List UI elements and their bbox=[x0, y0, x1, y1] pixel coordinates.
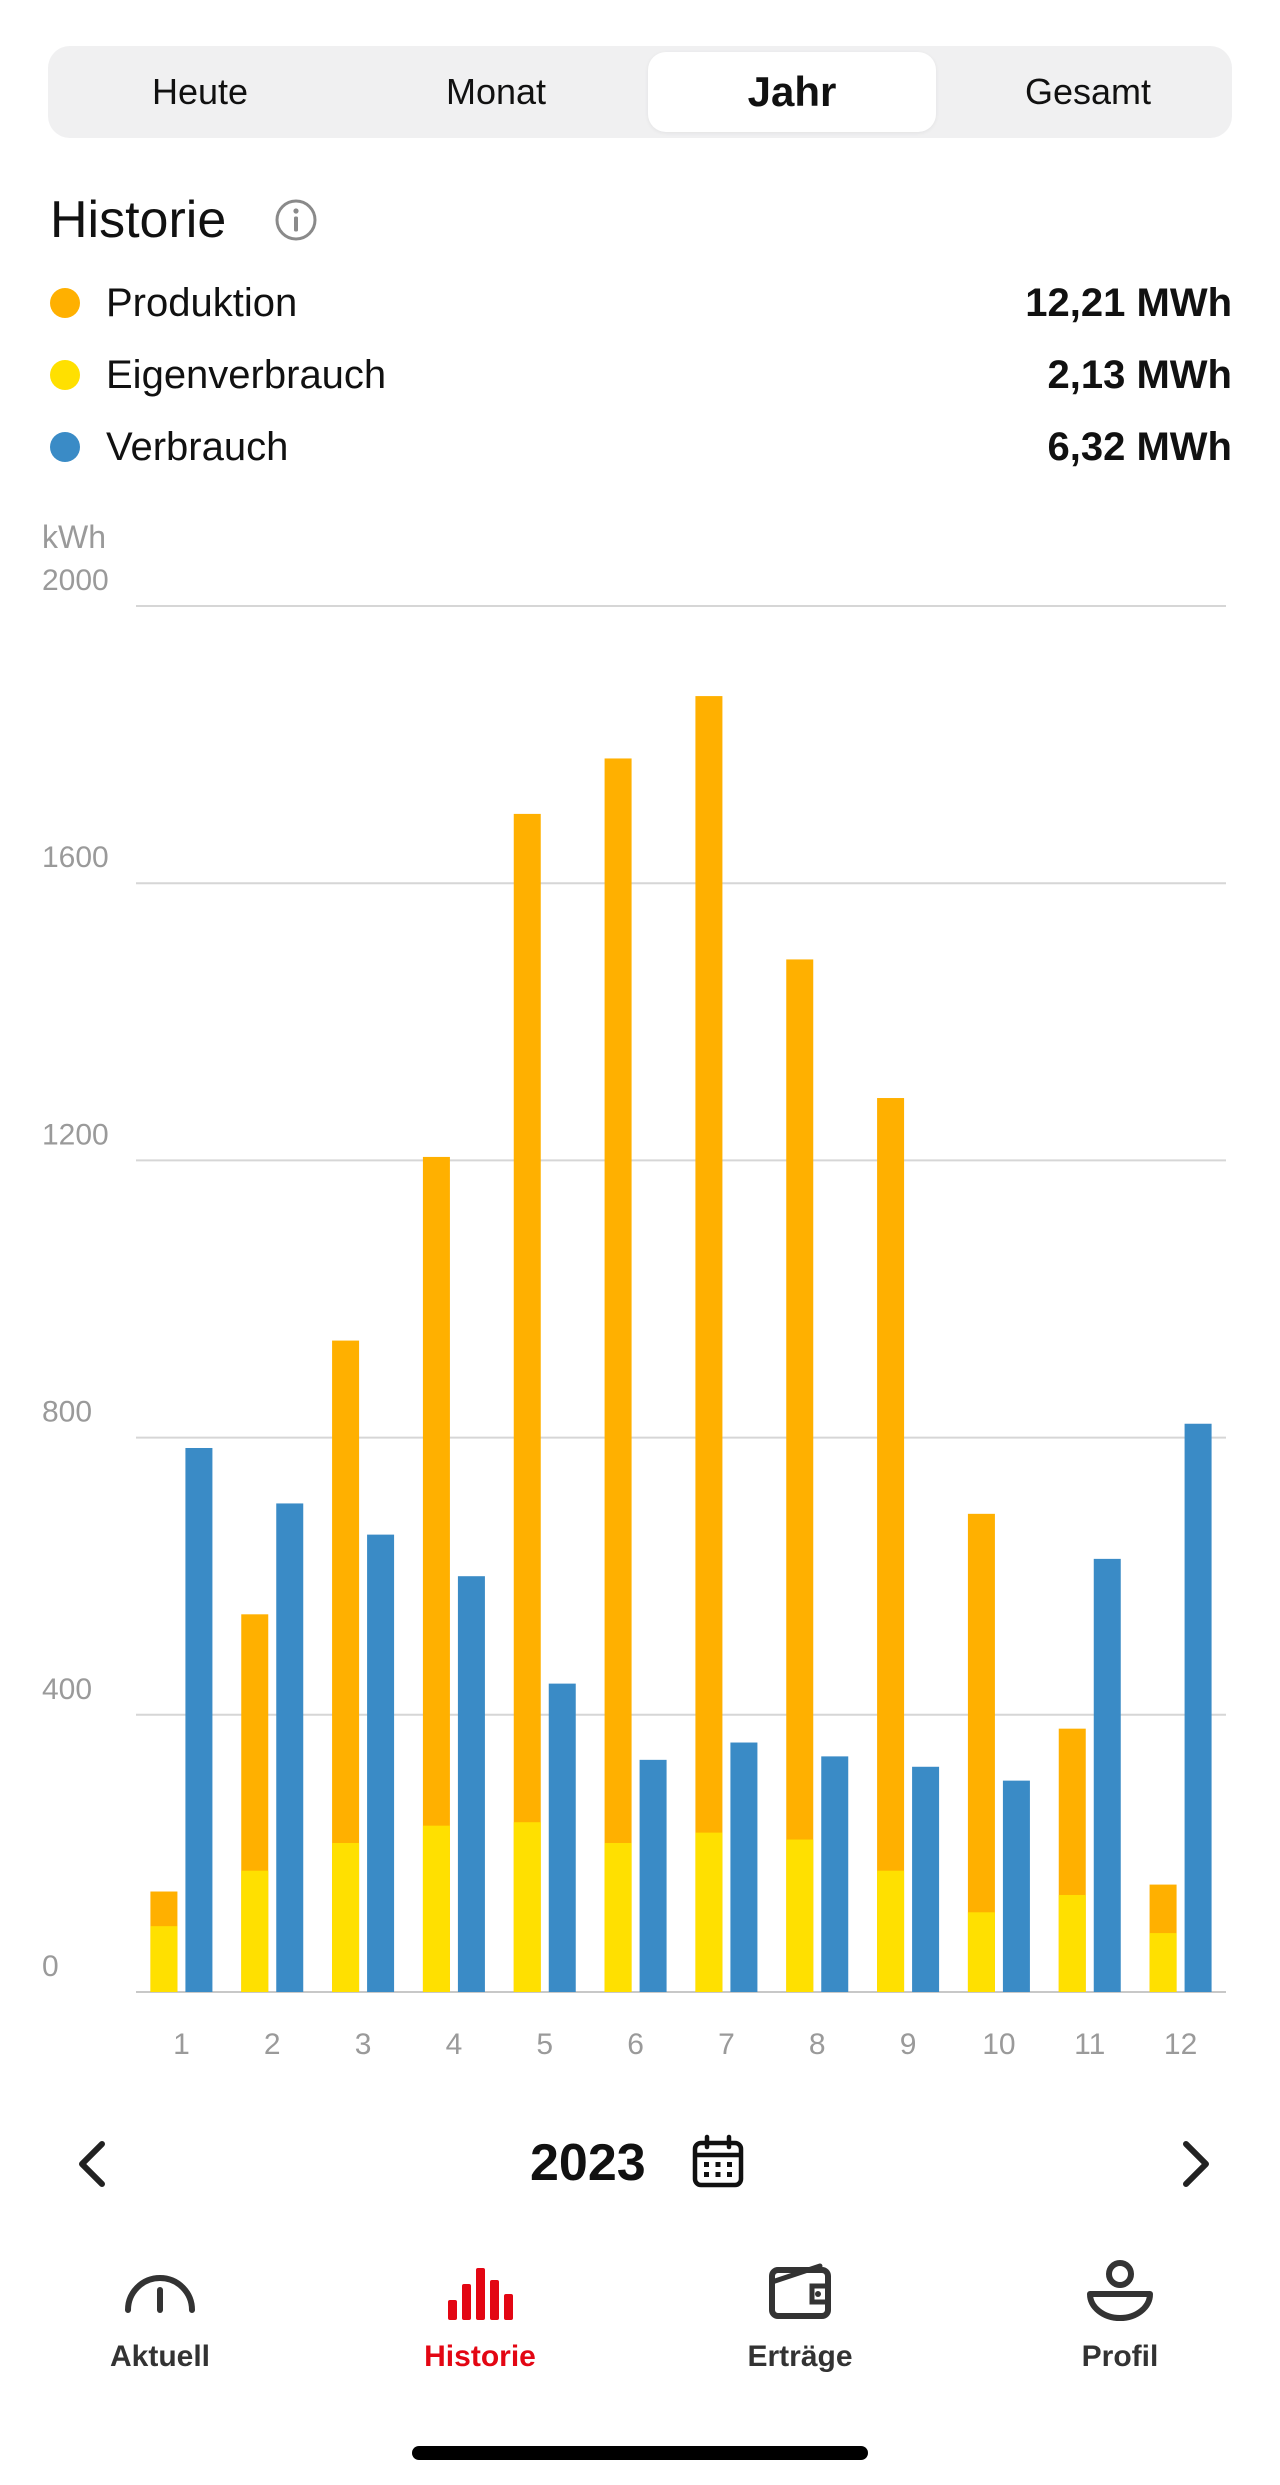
bar-produktion bbox=[877, 1098, 905, 1992]
section-title: Historie bbox=[50, 191, 227, 249]
bottom-tab-bar: Aktuell Historie Erträge Profil bbox=[0, 2240, 1280, 2400]
year-label[interactable]: 2023 bbox=[530, 2134, 646, 2192]
bar-produktion bbox=[786, 959, 814, 1993]
bar-produktion bbox=[513, 813, 541, 1992]
legend-value: 12,21 MWh bbox=[1025, 281, 1232, 325]
tab-profil[interactable]: Profil bbox=[960, 2240, 1280, 2400]
bar-eigenverbrauch bbox=[877, 1870, 905, 1992]
bar-verbrauch bbox=[548, 1683, 576, 1992]
bar-verbrauch bbox=[912, 1766, 940, 1992]
legend-label: Eigenverbrauch bbox=[106, 353, 387, 397]
produktion-dot-icon bbox=[50, 288, 80, 318]
tab-heute[interactable]: Heute bbox=[151, 71, 249, 112]
x-tick-label: 8 bbox=[809, 2028, 826, 2061]
tab-monat[interactable]: Monat bbox=[445, 71, 547, 112]
chevron-left-icon[interactable] bbox=[64, 2134, 124, 2194]
legend-value: 2,13 MWh bbox=[1047, 353, 1232, 397]
x-tick-label: 12 bbox=[1164, 2028, 1197, 2061]
bar-produktion bbox=[695, 696, 723, 1992]
bar-eigenverbrauch bbox=[786, 1839, 814, 1992]
y-tick-label: 2000 bbox=[42, 564, 109, 597]
x-tick-label: 3 bbox=[355, 2028, 372, 2061]
x-tick-label: 6 bbox=[627, 2028, 644, 2061]
bar-eigenverbrauch bbox=[695, 1832, 723, 1992]
x-tick-label: 5 bbox=[536, 2028, 553, 2061]
bar-verbrauch bbox=[1002, 1780, 1030, 1992]
bar-verbrauch bbox=[276, 1503, 304, 1992]
legend-label: Verbrauch bbox=[106, 425, 289, 469]
chevron-right-icon[interactable] bbox=[1164, 2134, 1224, 2194]
home-indicator bbox=[412, 2446, 868, 2460]
legend-value: 6,32 MWh bbox=[1047, 425, 1232, 469]
bar-eigenverbrauch bbox=[1058, 1894, 1086, 1992]
bar-verbrauch bbox=[730, 1742, 758, 1992]
legend-row-produktion: Produktion 12,21 MWh bbox=[0, 272, 1280, 332]
tab-label: Aktuell bbox=[109, 2340, 211, 2373]
y-tick-label: 1600 bbox=[42, 841, 109, 874]
x-tick-label: 9 bbox=[900, 2028, 917, 2061]
y-tick-label: 800 bbox=[42, 1396, 92, 1429]
bar-eigenverbrauch bbox=[150, 1926, 178, 1992]
x-tick-labels: 1 2 3 4 5 6 7 8 9 10 11 12 bbox=[173, 2028, 1197, 2061]
bar-produktion bbox=[604, 758, 632, 1992]
bar-verbrauch bbox=[1184, 1423, 1212, 1992]
bar-verbrauch bbox=[639, 1759, 667, 1992]
bar-eigenverbrauch bbox=[332, 1843, 360, 1992]
x-tick-label: 4 bbox=[446, 2028, 463, 2061]
tab-gesamt[interactable]: Gesamt bbox=[1024, 71, 1152, 112]
bar-verbrauch bbox=[367, 1534, 395, 1992]
y-tick-label: 0 bbox=[42, 1950, 59, 1983]
bar-verbrauch bbox=[457, 1576, 485, 1992]
legend-row-eigenverbrauch: Eigenverbrauch 2,13 MWh bbox=[0, 344, 1280, 404]
y-axis-unit-label: kWh bbox=[42, 519, 106, 555]
tab-historie[interactable]: Historie bbox=[320, 2240, 640, 2400]
bar-chart-icon bbox=[448, 2268, 513, 2320]
y-tick-label: 1200 bbox=[42, 1118, 109, 1151]
calendar-icon[interactable] bbox=[690, 2134, 746, 2190]
gauge-icon bbox=[125, 2275, 195, 2313]
profile-icon bbox=[1087, 2260, 1153, 2321]
bar-verbrauch bbox=[821, 1756, 849, 1992]
tab-label: Profil bbox=[1081, 2340, 1159, 2373]
bar-verbrauch bbox=[185, 1447, 213, 1992]
tab-label: Erträge bbox=[747, 2340, 853, 2373]
y-tick-labels: 0 400 800 1200 1600 2000 bbox=[42, 564, 109, 1983]
bar-eigenverbrauch bbox=[604, 1843, 632, 1992]
tab-ertraege[interactable]: Erträge bbox=[640, 2240, 960, 2400]
y-tick-label: 400 bbox=[42, 1673, 92, 1706]
grid-lines bbox=[136, 605, 1226, 1993]
bar-eigenverbrauch bbox=[1149, 1933, 1177, 1992]
wallet-icon bbox=[769, 2263, 831, 2319]
legend-label: Produktion bbox=[106, 281, 298, 325]
eigenverbrauch-dot-icon bbox=[50, 360, 80, 390]
x-tick-label: 2 bbox=[264, 2028, 281, 2061]
x-tick-label: 1 bbox=[173, 2028, 190, 2061]
bars bbox=[150, 696, 1212, 1993]
bar-verbrauch bbox=[1093, 1558, 1121, 1992]
x-tick-label: 7 bbox=[718, 2028, 735, 2061]
tab-aktuell[interactable]: Aktuell bbox=[0, 2240, 320, 2400]
legend-row-verbrauch: Verbrauch 6,32 MWh bbox=[0, 416, 1280, 476]
bar-eigenverbrauch bbox=[422, 1825, 450, 1992]
year-navigation: 2023 bbox=[0, 2120, 1280, 2210]
info-circle-icon[interactable] bbox=[274, 198, 318, 242]
bar-eigenverbrauch bbox=[513, 1822, 541, 1992]
x-tick-label: 10 bbox=[982, 2028, 1015, 2061]
period-segmented-control: Heute Monat Jahr Gesamt bbox=[48, 46, 1232, 138]
bar-eigenverbrauch bbox=[241, 1870, 269, 1992]
verbrauch-dot-icon bbox=[50, 432, 80, 462]
tab-label: Historie bbox=[424, 2340, 536, 2373]
bar-eigenverbrauch bbox=[967, 1912, 995, 1992]
x-tick-label: 11 bbox=[1074, 2028, 1105, 2061]
tab-jahr[interactable]: Jahr bbox=[648, 52, 936, 132]
